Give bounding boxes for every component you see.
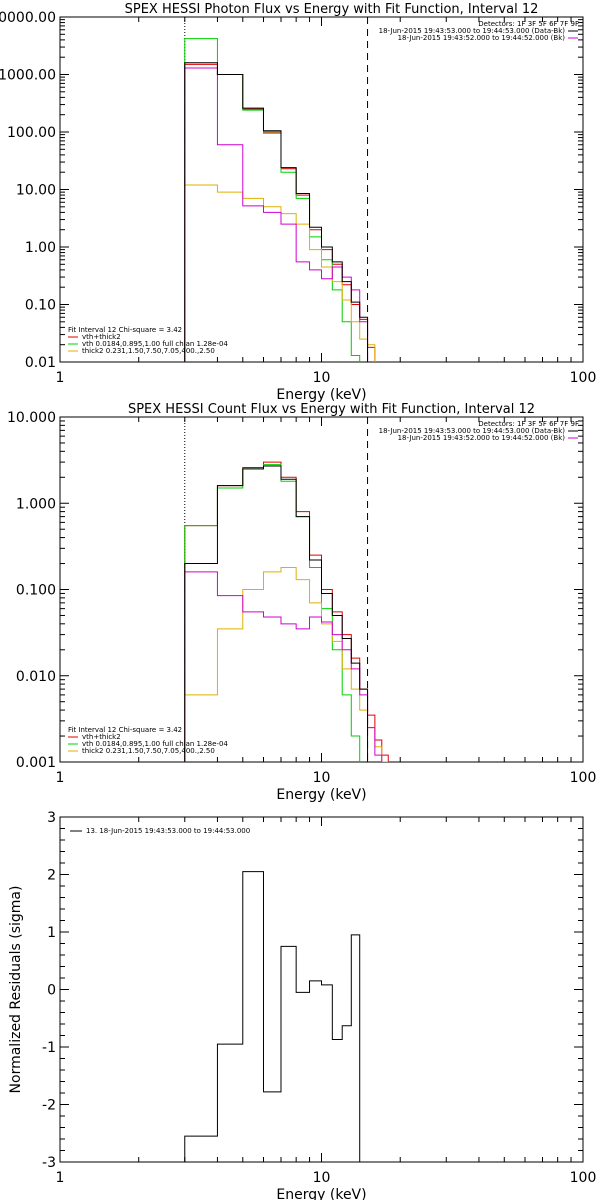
x-tick-label: 10 bbox=[313, 370, 331, 386]
legend-text: thick2 0.231,1.50,7.50,7.05,400.,2.50 bbox=[82, 347, 215, 355]
series-line-5 bbox=[184, 465, 369, 762]
detector-legend: Detectors: 1F 3F 5F 6F 7F 9F18-Jun-2015 … bbox=[379, 420, 579, 442]
legend-text: vth+thick2 bbox=[82, 733, 121, 741]
y-tick-label: 0000.00 bbox=[0, 10, 56, 26]
y-tick-label: 3 bbox=[47, 810, 56, 826]
legend-header-text: 18-Jun-2015 19:43:53.000 to 19:44:53.000… bbox=[379, 27, 566, 35]
legend-text: 13. 18-Jun-2015 19:43:53.000 to 19:44:53… bbox=[86, 827, 250, 835]
y-tick-label: -1 bbox=[42, 1040, 56, 1056]
x-tick-label: 10 bbox=[313, 1170, 331, 1186]
y-tick-label: 0.001 bbox=[16, 755, 56, 771]
series-line-2 bbox=[184, 464, 389, 762]
y-tick-label: 0.10 bbox=[25, 298, 56, 314]
x-axis-label: Energy (keV) bbox=[276, 1187, 366, 1200]
plot-frame bbox=[59, 816, 584, 1163]
legend-text: vth 0.0184,0.895,1.00 full chian 1.28e-0… bbox=[82, 740, 228, 748]
fit-legend: Fit Interval 12 Chi-square = 3.42vth+thi… bbox=[68, 726, 228, 755]
series-line-1 bbox=[184, 871, 369, 1162]
legend-header-text: Detectors: 1F 3F 5F 6F 7F 9F bbox=[478, 420, 579, 428]
legend-text: Fit Interval 12 Chi-square = 3.42 bbox=[68, 326, 182, 334]
y-tick-label: 1 bbox=[47, 925, 56, 941]
chart-title: SPEX HESSI Count Flux vs Energy with Fit… bbox=[128, 402, 535, 417]
legend-text: Fit Interval 12 Chi-square = 3.42 bbox=[68, 726, 182, 734]
x-axis-label: Energy (keV) bbox=[276, 387, 366, 403]
series-line-1 bbox=[184, 63, 376, 362]
chart-title: SPEX HESSI Photon Flux vs Energy with Fi… bbox=[125, 2, 539, 17]
series-line-3 bbox=[184, 184, 376, 362]
y-axis-label: Normalized Residuals (sigma) bbox=[8, 886, 24, 1094]
chart-panel-1: SPEX HESSI Photon Flux vs Energy with Fi… bbox=[0, 2, 597, 403]
y-tick-label: 10.00 bbox=[16, 183, 56, 199]
series-group bbox=[184, 871, 369, 1162]
x-tick-label: 1 bbox=[56, 370, 65, 386]
legend-header-text: Detectors: 1F 3F 5F 6F 7F 9F bbox=[478, 20, 579, 28]
legend-text: vth 0.0184,0.895,1.00 full chian 1.28e-0… bbox=[82, 340, 228, 348]
chart-panel-2: SPEX HESSI Count Flux vs Energy with Fit… bbox=[7, 402, 597, 803]
y-tick-label: -2 bbox=[42, 1098, 56, 1114]
y-tick-label: 100.00 bbox=[7, 125, 56, 141]
y-tick-label: 1.000 bbox=[16, 496, 56, 512]
series-line-4 bbox=[184, 67, 369, 362]
legend-text: thick2 0.231,1.50,7.50,7.05,400.,2.50 bbox=[82, 747, 215, 755]
series-line-1 bbox=[184, 461, 389, 762]
y-tick-label: 1000.00 bbox=[0, 68, 56, 84]
y-tick-label: 0.01 bbox=[25, 355, 56, 371]
y-tick-label: 10.000 bbox=[7, 410, 56, 426]
x-tick-label: 100 bbox=[570, 770, 597, 786]
series-group bbox=[184, 461, 389, 762]
detector-legend: Detectors: 1F 3F 5F 6F 7F 9F18-Jun-2015 … bbox=[379, 20, 579, 42]
x-tick-label: 1 bbox=[56, 1170, 65, 1186]
legend-header-text: 18-Jun-2015 19:43:53.000 to 19:44:53.000… bbox=[379, 427, 566, 435]
x-tick-label: 1 bbox=[56, 770, 65, 786]
plot-frame bbox=[59, 16, 584, 363]
x-axis-label: Energy (keV) bbox=[276, 787, 366, 803]
y-tick-label: -3 bbox=[42, 1155, 56, 1171]
series-line-4 bbox=[184, 571, 389, 762]
y-tick-label: 2 bbox=[47, 868, 56, 884]
y-tick-label: 0.010 bbox=[16, 669, 56, 685]
x-tick-label: 100 bbox=[570, 370, 597, 386]
legend-header-text: 18-Jun-2015 19:43:52.000 to 19:44:52.000… bbox=[398, 34, 566, 42]
fit-legend: Fit Interval 12 Chi-square = 3.42vth+thi… bbox=[68, 326, 228, 355]
chart-panel-3: 1 10 100 Energy (keV) -3 -2 -1 0 1 2 3 Normalized R… bbox=[8, 810, 596, 1200]
y-tick-label: 0 bbox=[47, 983, 56, 999]
x-tick-label: 10 bbox=[313, 770, 331, 786]
series-line-5 bbox=[184, 62, 369, 362]
y-tick-label: 1.00 bbox=[25, 240, 56, 256]
y-tick-label: 0.100 bbox=[16, 583, 56, 599]
series-group bbox=[184, 38, 376, 362]
series-line-3 bbox=[184, 566, 389, 762]
residual-legend: 13. 18-Jun-2015 19:43:53.000 to 19:44:53… bbox=[70, 827, 250, 835]
legend-header-text: 18-Jun-2015 19:43:52.000 to 19:44:52.000… bbox=[398, 434, 566, 442]
legend-text: vth+thick2 bbox=[82, 333, 121, 341]
x-tick-label: 100 bbox=[570, 1170, 597, 1186]
